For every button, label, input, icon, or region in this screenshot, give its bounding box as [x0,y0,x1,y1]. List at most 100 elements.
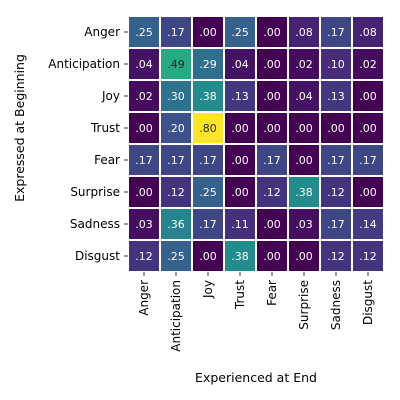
x-axis: Anger Anticipation Joy Trust Fear Surprise Sad… [137,272,375,352]
x-tick-label: Trust [233,280,247,310]
cell-value-label: .25 [231,26,249,39]
cell-value-label: .00 [231,154,249,167]
cell-value-label: .17 [359,154,377,167]
cell-value-label: .00 [295,250,313,263]
cell-value-label: .02 [295,58,313,71]
y-tick-label: Anger [84,25,120,39]
y-tick-label: Sadness [70,217,120,231]
heatmap-cell [351,207,385,241]
cell-value-label: .00 [263,218,281,231]
heatmap-cell [351,47,385,81]
cell-value-label: .17 [199,218,217,231]
cell-value-label: .12 [327,186,345,199]
cell-value-label: .38 [295,186,313,199]
cell-value-label: .36 [167,218,185,231]
y-tick-label: Trust [90,121,120,135]
y-axis: Anger Anticipation Joy Trust Fear Surprise Sad… [48,25,128,263]
cell-value-label: .00 [359,90,377,103]
cell-value-label: .20 [167,122,185,135]
heatmap-cell [255,239,289,273]
cell-value-label: .04 [231,58,249,71]
cell-value-label: .17 [167,26,185,39]
x-tick-label: Disgust [361,280,375,325]
cell-value-label: .00 [359,186,377,199]
cell-value-label: .12 [263,186,281,199]
heatmap-cell [351,15,385,49]
x-tick-label: Joy [201,280,215,299]
cell-value-label: .29 [199,58,217,71]
cell-value-label: .00 [295,154,313,167]
cell-value-label: .17 [167,154,185,167]
y-axis-title: Expressed at Beginning [12,54,27,202]
cell-value-label: .10 [327,58,345,71]
heatmap-cell [159,207,193,241]
cell-value-label: .11 [231,218,249,231]
heatmap-cell [191,207,225,241]
y-tick-label: Disgust [75,249,120,263]
heatmap-cell [191,79,225,113]
heatmap-cell [191,111,225,145]
y-tick-label: Joy [101,89,120,103]
y-tick-label: Surprise [70,185,120,199]
cell-value-label: .80 [199,122,217,135]
cell-value-label: .17 [327,218,345,231]
cell-value-label: .25 [199,186,217,199]
cell-value-label: .17 [327,26,345,39]
heatmap-cell [287,175,321,209]
heatmap-cell [351,79,385,113]
cell-value-label: .13 [327,90,345,103]
x-axis-title: Experienced at End [195,370,317,385]
cell-value-label: .17 [263,154,281,167]
cell-value-label: .25 [135,26,153,39]
cell-value-label: .17 [327,154,345,167]
cell-value-label: .03 [295,218,313,231]
heatmap-cell [351,175,385,209]
cell-value-label: .00 [263,26,281,39]
y-tick-label: Fear [94,153,120,167]
cell-value-label: .00 [263,122,281,135]
heatmap-cell [223,79,257,113]
cell-value-label: .25 [167,250,185,263]
cell-value-label: .00 [295,122,313,135]
heatmap-cell [351,239,385,273]
cell-value-label: .17 [199,154,217,167]
cell-value-label: .12 [359,250,377,263]
heatmap-cell [287,207,321,241]
cell-value-label: .08 [359,26,377,39]
heatmap-cell [159,47,193,81]
cell-value-label: .00 [263,250,281,263]
x-tick-label: Anticipation [169,280,183,352]
cell-value-label: .12 [135,250,153,263]
cell-value-label: .00 [135,186,153,199]
cell-value-label: .38 [231,250,249,263]
cell-value-label: .30 [167,90,185,103]
heatmap-cell [191,239,225,273]
cell-value-label: .04 [135,58,153,71]
cell-value-label: .02 [359,58,377,71]
cell-value-label: .02 [135,90,153,103]
cell-value-label: .08 [295,26,313,39]
cell-value-label: .17 [135,154,153,167]
cell-value-label: .00 [199,250,217,263]
cell-value-label: .00 [135,122,153,135]
cell-value-label: .14 [359,218,377,231]
cell-value-label: .13 [231,90,249,103]
cell-value-label: .00 [359,122,377,135]
y-tick-label: Anticipation [48,57,120,71]
cell-value-label: .00 [231,122,249,135]
cell-value-label: .00 [263,58,281,71]
x-tick-label: Fear [265,280,279,306]
heatmap-cell [319,79,353,113]
heatmap-cell [223,143,257,177]
cell-value-label: .12 [327,250,345,263]
cell-value-label: .00 [263,90,281,103]
x-tick-label: Sadness [329,280,343,330]
cell-value-label: .04 [295,90,313,103]
cell-value-label: .38 [199,90,217,103]
x-tick-label: Anger [137,280,151,316]
heatmap-cells [127,15,385,273]
heatmap-cell [319,111,353,145]
cell-value-label: .00 [327,122,345,135]
heatmap-cell-labels: .25 .17 .00 .25 .00 .08 .17 .08 .04 .49 .29 .04 .00.… [135,26,377,263]
